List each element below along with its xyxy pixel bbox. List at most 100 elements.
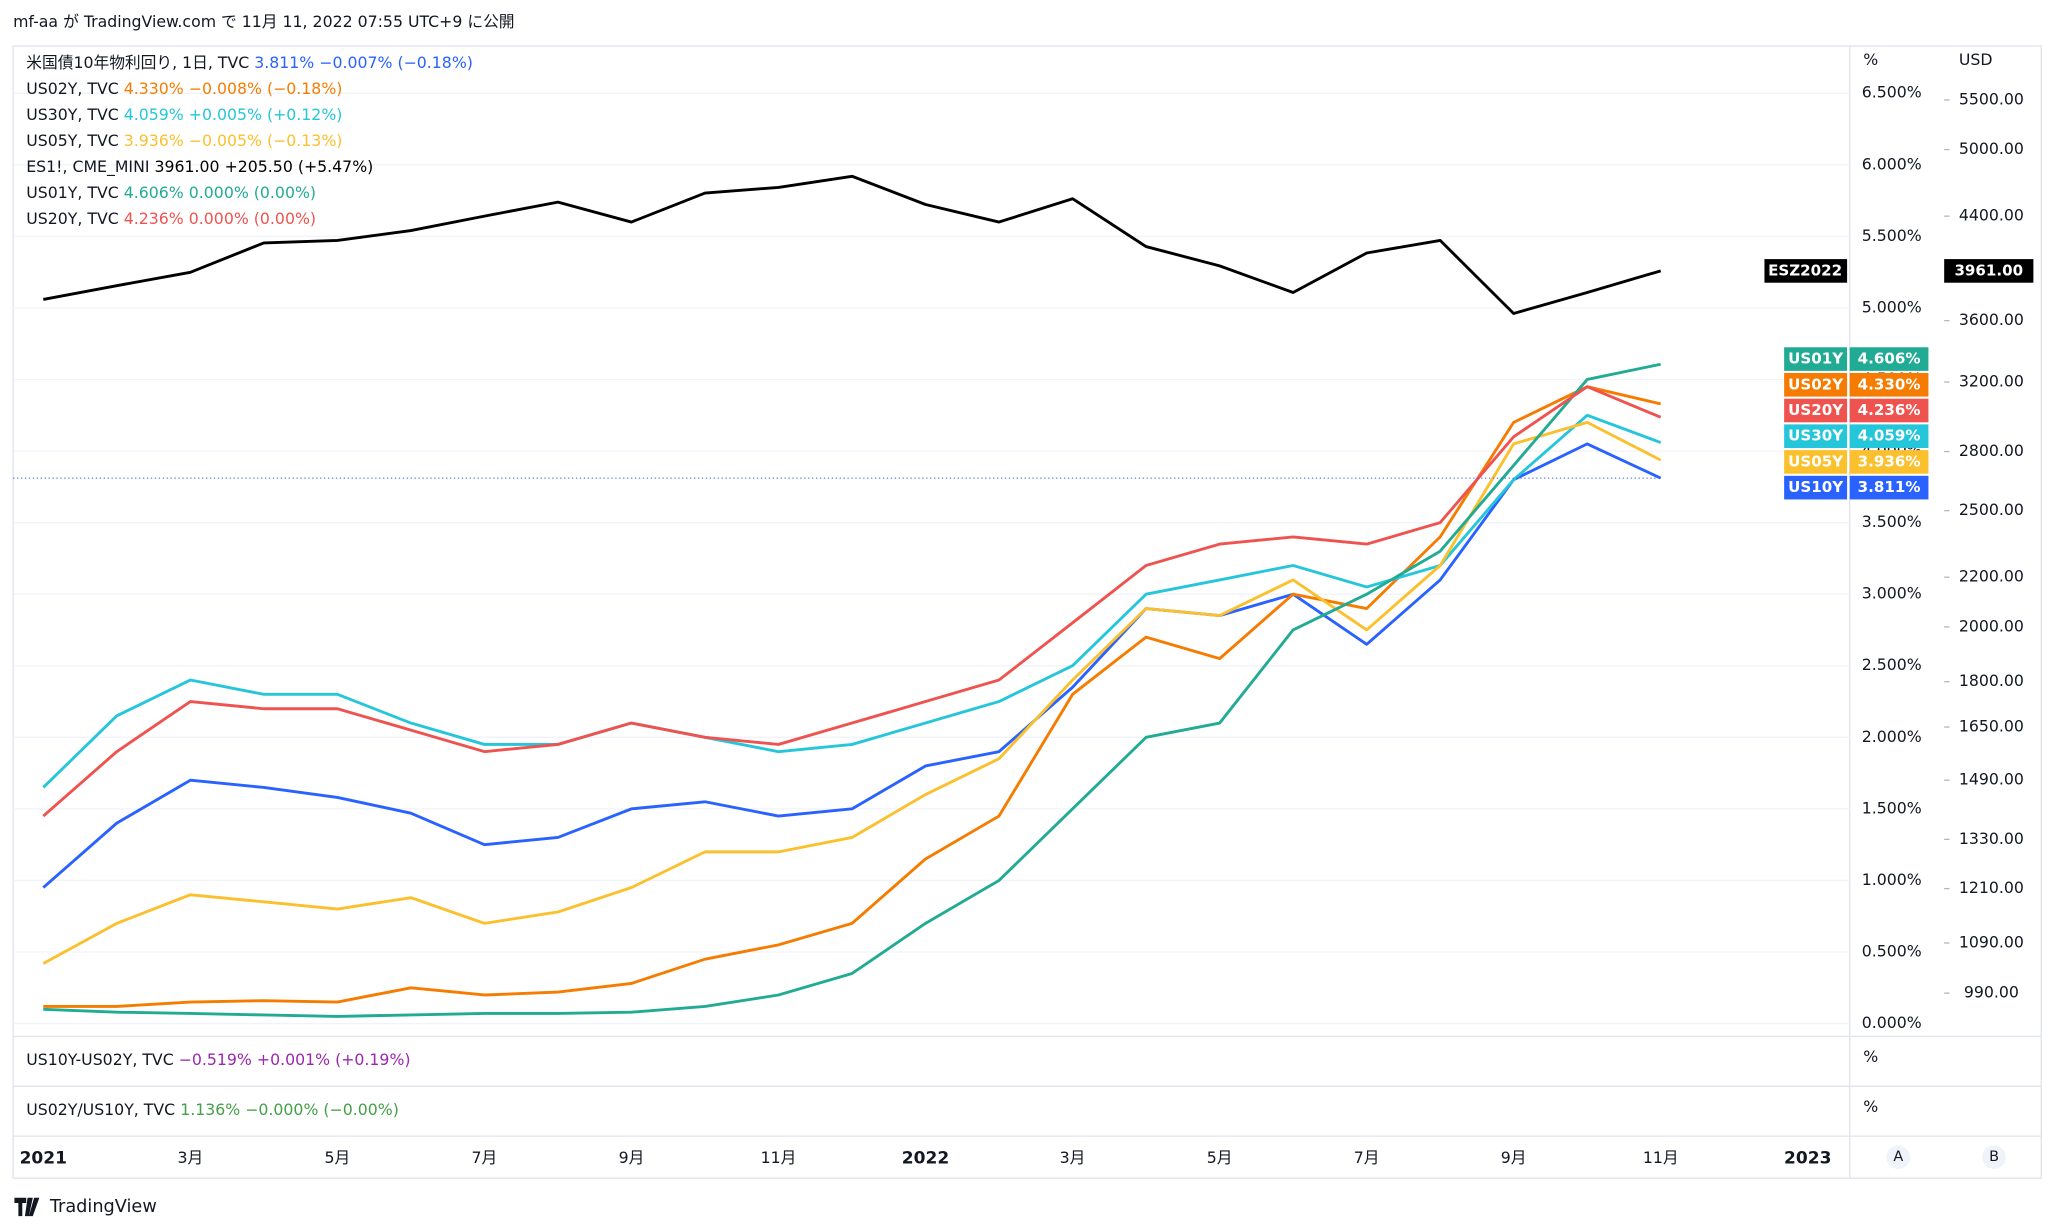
header: mf-aa が TradingView.com で 11月 11, 2022 0…	[13, 12, 514, 31]
series-line	[43, 174, 1662, 315]
legend-value: 3961.00	[155, 156, 220, 175]
legend-name: 米国債10年物利回り, 1日, TVC	[26, 53, 249, 72]
series-line	[43, 385, 1662, 1008]
badge-value-bg	[1849, 475, 1929, 500]
y2-tick-label: 1210.00	[1959, 878, 2024, 897]
badge-name-bg	[1784, 372, 1848, 397]
x-tick-label: 2022	[902, 1148, 949, 1168]
x-tick-label: 3月	[1060, 1148, 1086, 1167]
legend-name: ES1!, CME_MINI	[26, 156, 149, 176]
series-line	[42, 413, 1662, 789]
button-a[interactable]: A	[1886, 1145, 1911, 1169]
pane-value: −0.519%	[179, 1050, 252, 1069]
button-label[interactable]: A	[1893, 1149, 1903, 1165]
y-tick-label: 5.000%	[1862, 297, 1922, 316]
series-line	[42, 420, 1662, 965]
badge-value: 4.059%	[1858, 427, 1921, 445]
y2-tick-label: 2000.00	[1959, 616, 2024, 635]
x-tick-label: 9月	[1501, 1148, 1527, 1167]
badge-value-bg	[1849, 424, 1929, 449]
pane-unit: %	[1863, 1047, 1878, 1066]
badge-value: 3.811%	[1858, 478, 1921, 496]
y-tick-label: 1.500%	[1862, 798, 1922, 817]
pane-name: US02Y/US10Y, TVC	[26, 1099, 175, 1118]
badge-value-bg	[1849, 372, 1929, 397]
x-tick-label: 5月	[324, 1148, 350, 1167]
series-line	[42, 442, 1662, 889]
y2-tick-label: 5000.00	[1959, 139, 2024, 158]
frame	[12, 45, 2042, 1179]
y2-tick-label: 1090.00	[1959, 933, 2024, 952]
badge-name: US10Y	[1788, 478, 1844, 496]
y2-unit: USD	[1959, 50, 1993, 69]
y-tick-label: 2.500%	[1862, 655, 1922, 674]
y-tick-label: 6.500%	[1862, 83, 1922, 102]
x-tick-label: 7月	[472, 1148, 498, 1167]
badge-name-bg	[1784, 347, 1848, 371]
badge-name-bg	[1784, 424, 1848, 449]
legend-entry: US02Y, TVC 4.330% −0.008% (−0.18%)	[26, 79, 342, 98]
y2-tick-label: 1650.00	[1959, 717, 2024, 736]
y-tick-label: 3.500%	[1862, 512, 1922, 531]
badge-name: US20Y	[1788, 401, 1844, 419]
legend-change: +205.50 (+5.47%)	[225, 156, 374, 175]
badge-value: 3.936%	[1858, 452, 1921, 470]
pane-change: +0.001% (+0.19%)	[257, 1050, 411, 1069]
legend-change: −0.007% (−0.18%)	[319, 53, 473, 72]
badge-value: 4.330%	[1858, 375, 1921, 393]
legend-name: US02Y, TVC	[26, 79, 119, 98]
series-line	[42, 385, 1662, 818]
x-tick-label: 11月	[1643, 1148, 1679, 1167]
legend-entry: US05Y, TVC 3.936% −0.005% (−0.13%)	[26, 130, 342, 149]
badge-name: US01Y	[1788, 350, 1844, 368]
y2-tick-label: 2500.00	[1959, 500, 2024, 519]
legend-value: 3.811%	[254, 53, 314, 72]
x-tick-label: 7月	[1354, 1148, 1380, 1167]
y2-tick-label: 4400.00	[1959, 206, 2024, 225]
series-line	[43, 362, 1661, 1018]
legend-entry: 米国債10年物利回り, 1日, TVC 3.811% −0.007% (−0.1…	[26, 53, 473, 72]
y2-tick-label: 3200.00	[1959, 372, 2024, 391]
badge-value-bg	[1849, 450, 1929, 474]
badge-value: 3961.00	[1954, 261, 2023, 279]
badge-name: US05Y	[1788, 452, 1844, 470]
legend-entry: US30Y, TVC 4.059% +0.005% (+0.12%)	[26, 104, 342, 123]
x-tick-label: 2023	[1784, 1148, 1831, 1168]
legend-change: +0.005% (+0.12%)	[189, 104, 343, 123]
legend-value: 4.330%	[124, 79, 184, 98]
x-tick-label: 9月	[619, 1148, 645, 1167]
y2-tick-label: 1330.00	[1959, 829, 2024, 848]
pane-unit: %	[1863, 1097, 1878, 1116]
badge-name: ESZ2022	[1768, 261, 1842, 279]
y2-tick-label: 5500.00	[1959, 89, 2024, 108]
legend-change: 0.000% (0.00%)	[189, 208, 316, 227]
button-b[interactable]: B	[1982, 1145, 2006, 1169]
y-tick-label: 3.000%	[1862, 584, 1922, 603]
y2-tick-label: 3600.00	[1959, 310, 2024, 329]
x-tick-label: 5月	[1207, 1148, 1233, 1167]
badge-name-bg	[1784, 450, 1848, 474]
legend-entry: US20Y, TVC 4.236% 0.000% (0.00%)	[26, 208, 316, 227]
y2-tick-label: 2200.00	[1959, 567, 2024, 586]
brand: TradingView	[49, 1197, 157, 1217]
pane-name: US10Y-US02Y, TVC	[26, 1050, 173, 1069]
y2-tick-label: 2800.00	[1959, 441, 2024, 460]
pane-change: −0.000% (−0.00%)	[245, 1099, 399, 1118]
legend-name: US05Y, TVC	[26, 130, 119, 149]
y-tick-label: 0.500%	[1862, 942, 1922, 961]
button-label[interactable]: B	[1989, 1149, 1999, 1165]
legend-name: US01Y, TVC	[26, 182, 119, 201]
legend-value: 4.236%	[124, 208, 184, 227]
pane-legend: US10Y-US02Y, TVC −0.519% +0.001% (+0.19%…	[26, 1050, 410, 1069]
y2-tick-label: 990.00	[1964, 983, 2019, 1002]
badge-value-bg	[1849, 347, 1929, 371]
brand-logo	[14, 1197, 40, 1217]
badge-name-bg	[1784, 475, 1848, 500]
y2-tick-label: 1800.00	[1959, 671, 2024, 690]
pane-value: 1.136%	[180, 1099, 240, 1118]
legend-entry: US01Y, TVC 4.606% 0.000% (0.00%)	[26, 182, 316, 201]
x-tick-label: 11月	[761, 1148, 797, 1167]
badge-name-bg	[1764, 259, 1848, 283]
